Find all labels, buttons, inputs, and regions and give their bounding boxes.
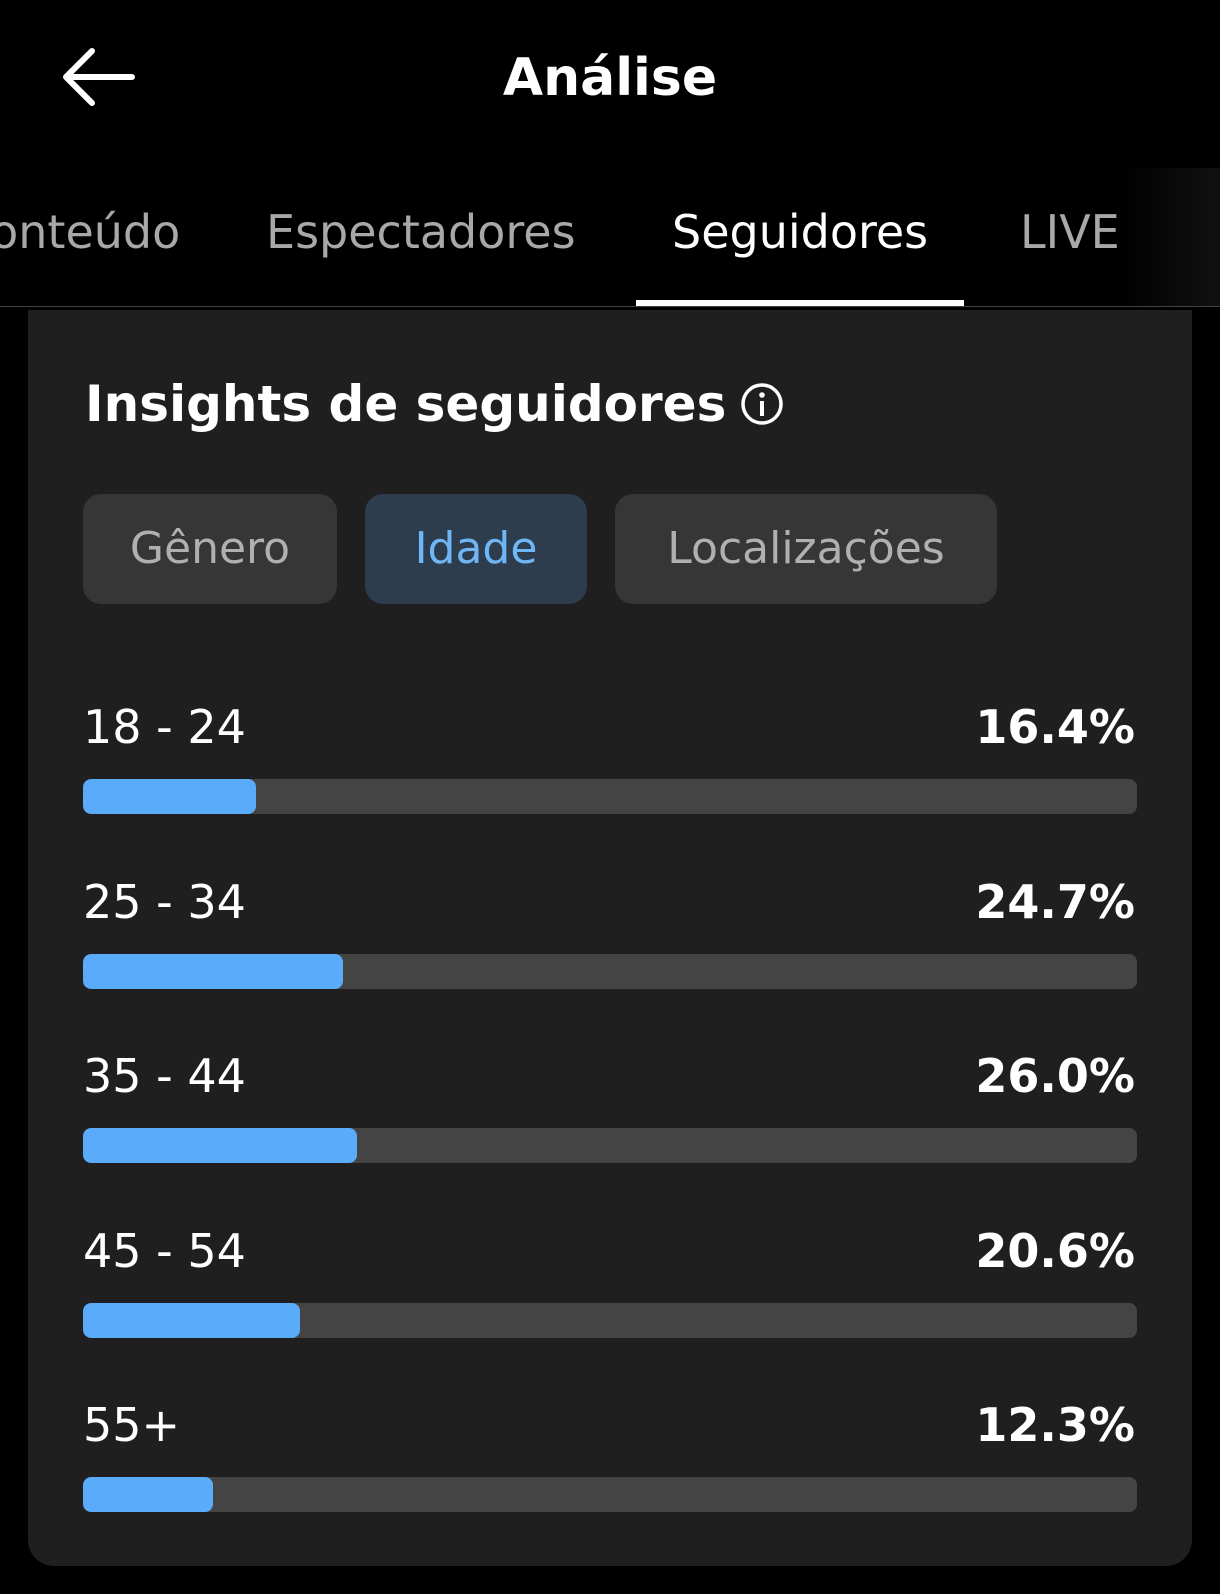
bar-track — [83, 953, 1137, 989]
age-label: 25 - 34 — [83, 874, 246, 929]
tab[interactable]: Seguidores — [672, 205, 929, 259]
tab[interactable]: Conteúdo — [0, 205, 181, 259]
tab[interactable]: Espectadores — [266, 205, 576, 259]
filter-chip[interactable]: Gênero — [83, 494, 337, 604]
age-label: 55+ — [83, 1398, 181, 1452]
bar-track — [83, 1477, 1137, 1512]
age-label: 18 - 24 — [83, 700, 246, 754]
back-button[interactable] — [60, 46, 136, 108]
card-title: Insights de seguidores — [85, 375, 727, 433]
page-title: Análise — [502, 48, 718, 108]
filter-chip[interactable]: Idade — [365, 494, 587, 604]
value-label: 24.7% — [975, 874, 1135, 929]
tab-underline — [636, 300, 964, 306]
value-label: 16.4% — [975, 700, 1135, 754]
bar — [83, 1302, 301, 1338]
tab[interactable]: LIVE — [1020, 205, 1120, 259]
bar-track — [83, 779, 1137, 814]
age-label: 35 - 44 — [83, 1049, 246, 1103]
info-icon[interactable] — [740, 382, 784, 426]
bar-track — [83, 1128, 1137, 1163]
bar — [83, 1128, 358, 1163]
bar — [83, 1477, 213, 1512]
value-label: 26.0% — [975, 1049, 1135, 1103]
tab-fade — [1120, 168, 1220, 306]
bar — [83, 779, 256, 814]
bar — [83, 953, 344, 989]
divider — [0, 306, 1220, 307]
bar-track — [83, 1302, 1137, 1338]
value-label: 20.6% — [975, 1223, 1135, 1278]
age-label: 45 - 54 — [83, 1223, 246, 1278]
value-label: 12.3% — [975, 1398, 1135, 1452]
filter-chip[interactable]: Localizações — [615, 494, 997, 604]
